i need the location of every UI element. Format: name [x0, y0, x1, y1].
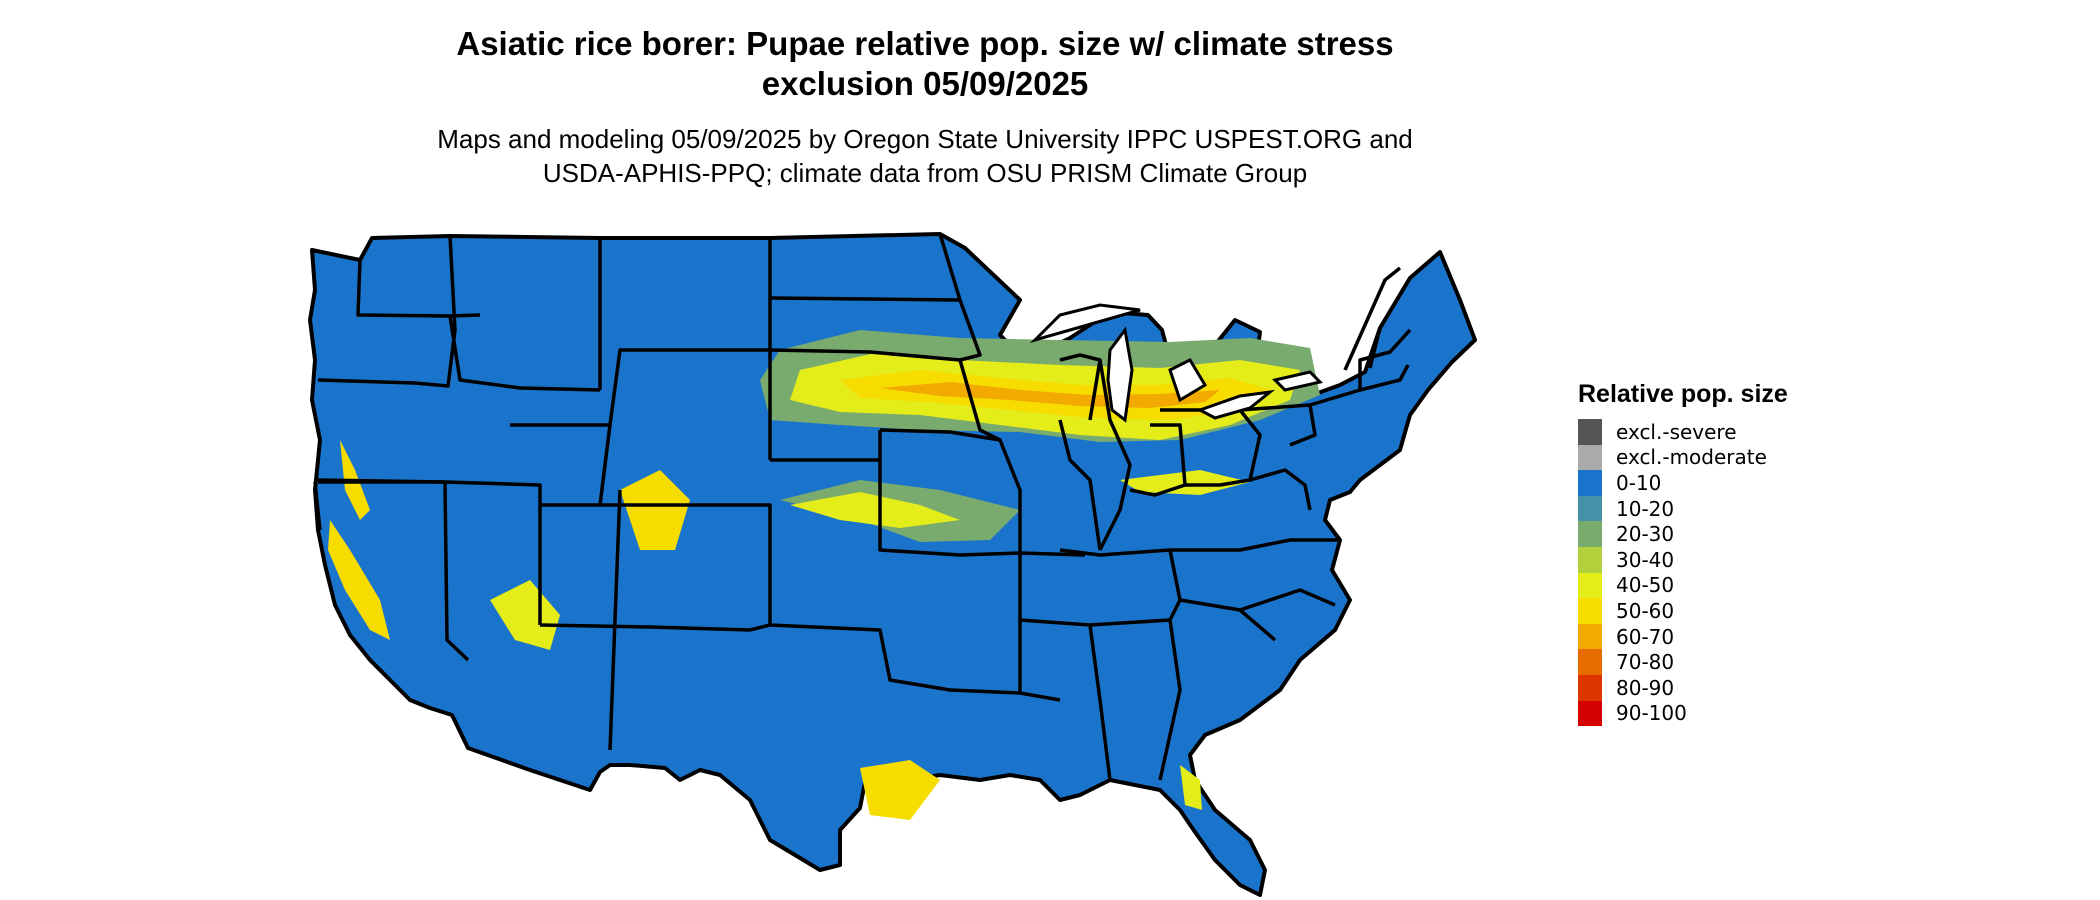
legend-label: excl.-severe	[1616, 419, 1737, 444]
legend-item: 50-60	[1578, 598, 1788, 624]
legend-item: 90-100	[1578, 700, 1788, 727]
us-map	[308, 232, 1477, 897]
legend-label: 30-40	[1616, 547, 1675, 572]
legend-item: 80-90	[1578, 674, 1788, 701]
legend-label: 70-80	[1616, 650, 1675, 675]
legend-item: excl.-severe	[1578, 419, 1788, 445]
legend-swatch	[1578, 623, 1602, 650]
legend-items: excl.-severe excl.-moderate 0-10 10-20 20-30…	[1578, 419, 1788, 727]
legend-label: 10-20	[1616, 496, 1675, 521]
map-subtitle-line2: USDA-APHIS-PPQ; climate data from OSU PR…	[542, 158, 1308, 188]
legend-label: 0-10	[1616, 470, 1662, 495]
legend-item: excl.-moderate	[1578, 444, 1788, 471]
legend-swatch	[1578, 674, 1602, 701]
legend-label: excl.-moderate	[1616, 445, 1767, 470]
legend-swatch	[1578, 598, 1602, 624]
legend-item: 0-10	[1578, 470, 1788, 496]
legend-swatch	[1578, 521, 1602, 547]
map-title-line1: Asiatic rice borer: Pupae relative pop. …	[456, 25, 1394, 62]
legend-swatch	[1578, 700, 1602, 727]
legend-swatch	[1578, 495, 1602, 522]
legend-item: 10-20	[1578, 495, 1788, 522]
legend-item: 30-40	[1578, 546, 1788, 573]
legend-label: 20-30	[1616, 522, 1675, 547]
legend-swatch	[1578, 546, 1602, 573]
legend: Relative pop. size excl.-severe excl.-mod…	[1578, 380, 1788, 727]
map-subtitle-line1: Maps and modeling 05/09/2025 by Oregon S…	[437, 124, 1413, 154]
map-title-line2: exclusion 05/09/2025	[761, 65, 1089, 102]
legend-label: 90-100	[1616, 701, 1687, 726]
legend-swatch	[1578, 572, 1602, 599]
map-subtitle: Maps and modeling 05/09/2025 by Oregon S…	[350, 122, 1500, 190]
legend-item: 20-30	[1578, 521, 1788, 547]
legend-item: 40-50	[1578, 572, 1788, 599]
legend-item: 60-70	[1578, 623, 1788, 650]
map-title: Asiatic rice borer: Pupae relative pop. …	[350, 24, 1500, 104]
legend-title: Relative pop. size	[1578, 380, 1788, 408]
legend-swatch	[1578, 419, 1602, 445]
great-lakes	[1029, 303, 1323, 423]
legend-label: 50-60	[1616, 598, 1675, 623]
legend-label: 80-90	[1616, 675, 1675, 700]
legend-swatch	[1578, 649, 1602, 675]
legend-label: 40-50	[1616, 573, 1675, 598]
state-borders	[313, 233, 1412, 781]
legend-item: 70-80	[1578, 649, 1788, 675]
legend-swatch	[1578, 470, 1602, 496]
legend-label: 60-70	[1616, 624, 1675, 649]
legend-swatch	[1578, 444, 1602, 471]
